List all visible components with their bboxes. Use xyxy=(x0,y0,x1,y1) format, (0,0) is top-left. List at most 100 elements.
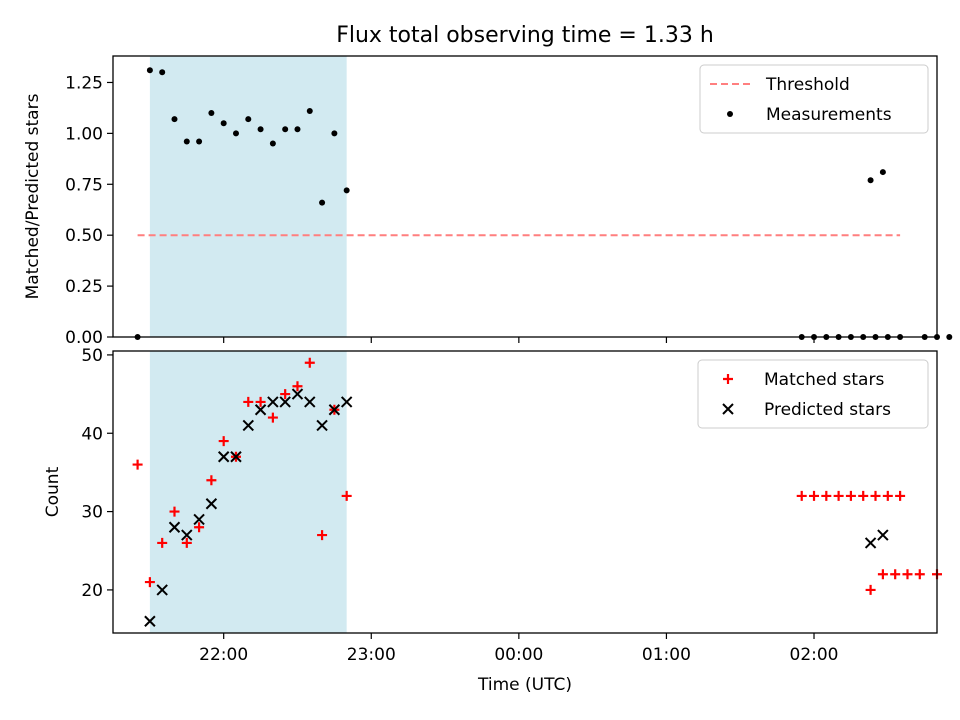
data-point xyxy=(317,530,328,541)
x-tick-label: 01:00 xyxy=(642,645,691,665)
data-point xyxy=(220,120,227,127)
data-point xyxy=(267,396,279,408)
y-tick-label: 0.50 xyxy=(65,226,103,246)
data-point xyxy=(169,506,180,517)
data-point xyxy=(867,177,874,184)
data-point xyxy=(809,490,820,501)
data-point xyxy=(291,388,304,400)
x-tick-label: 02:00 xyxy=(790,645,839,665)
data-point xyxy=(306,107,313,114)
data-point xyxy=(864,537,877,549)
panel-1: 0.00 0.25 0.50 0.75 1.00 1.25 Matched/Predicte… xyxy=(23,55,953,348)
data-point xyxy=(217,451,230,463)
data-point xyxy=(196,138,203,145)
data-point xyxy=(132,459,143,470)
observing-window-shade xyxy=(149,351,347,633)
axes-frame xyxy=(112,55,938,338)
data-point xyxy=(194,522,205,533)
y-axis-label: Count xyxy=(43,466,63,517)
data-point xyxy=(914,569,925,580)
data-point xyxy=(845,490,856,501)
y-tick-label: 40 xyxy=(81,424,103,444)
data-point xyxy=(193,513,205,526)
y-axis-label: Matched/Predicted stars xyxy=(23,93,43,299)
data-point xyxy=(181,529,193,541)
x-tick-label: 00:00 xyxy=(494,645,543,665)
data-point xyxy=(183,138,190,145)
data-point xyxy=(821,490,832,501)
data-point xyxy=(882,490,893,501)
legend-label: Predicted stars xyxy=(764,400,891,420)
legend: Threshold Measurements xyxy=(699,64,929,134)
data-point xyxy=(340,396,353,408)
data-point xyxy=(230,451,242,463)
data-point xyxy=(267,412,278,423)
x-axis-label: Time (UTC) xyxy=(477,675,572,695)
panels: 0.00 0.25 0.50 0.75 1.00 1.25 Matched/Predicte… xyxy=(23,55,953,665)
data-point xyxy=(243,396,254,407)
legend-label: Measurements xyxy=(766,105,892,125)
series-predicted-stars xyxy=(144,388,889,627)
legend-predicted-swatch xyxy=(722,403,734,415)
series-matched-stars xyxy=(132,357,942,595)
data-point xyxy=(242,419,254,432)
y-tick-label: 0.75 xyxy=(65,175,103,195)
y-tick-label: 50 xyxy=(81,346,103,366)
y-tick-label: 30 xyxy=(81,503,103,523)
data-point xyxy=(331,130,338,137)
legend-box xyxy=(699,64,929,134)
data-point xyxy=(280,389,291,400)
observing-window-shade xyxy=(149,56,347,337)
data-point xyxy=(328,404,341,416)
data-point xyxy=(144,577,155,588)
data-point xyxy=(282,126,289,133)
data-point xyxy=(255,396,266,407)
y-tick-label: 0.25 xyxy=(65,277,103,297)
data-point xyxy=(858,490,869,501)
data-point xyxy=(171,116,178,123)
axes-frame xyxy=(112,350,938,634)
y-tick-label: 20 xyxy=(81,581,103,601)
legend-measurements-swatch xyxy=(727,111,733,117)
data-point xyxy=(146,67,153,74)
data-point xyxy=(245,116,252,123)
data-point xyxy=(865,584,876,595)
data-point xyxy=(206,475,217,486)
data-point xyxy=(946,334,953,340)
x-tick-label: 23:00 xyxy=(347,645,396,665)
data-point xyxy=(168,521,181,533)
data-point xyxy=(181,537,192,548)
data-point xyxy=(833,490,844,501)
data-point xyxy=(341,490,352,501)
data-point xyxy=(232,130,239,137)
data-point xyxy=(144,615,156,627)
data-point xyxy=(156,584,168,596)
data-point xyxy=(157,537,168,548)
y-tick-label: 0.00 xyxy=(65,328,103,348)
legend-box xyxy=(697,359,929,429)
data-point xyxy=(254,404,267,416)
data-point xyxy=(208,110,215,117)
data-point xyxy=(218,436,229,447)
legend-label: Threshold xyxy=(765,75,850,95)
data-point xyxy=(319,199,326,206)
panel-2: 20 30 40 50 22:00 23:00 00:00 01:00 02:00 Count Ma… xyxy=(43,346,942,665)
data-point xyxy=(294,126,301,133)
legend: Matched stars Predicted stars xyxy=(697,359,929,429)
legend-matched-swatch xyxy=(723,374,733,384)
data-point xyxy=(279,396,291,408)
data-point xyxy=(292,381,303,392)
data-point xyxy=(890,569,901,580)
legend-label: Matched stars xyxy=(764,370,884,390)
x-tick-label: 22:00 xyxy=(199,645,248,665)
data-point xyxy=(269,140,276,147)
y-tick-label: 1.00 xyxy=(65,124,103,144)
y-tick-label: 1.25 xyxy=(65,73,103,93)
data-point xyxy=(879,169,886,176)
data-point xyxy=(870,490,881,501)
data-point xyxy=(159,69,166,76)
data-point xyxy=(316,419,328,432)
data-point xyxy=(304,396,316,408)
chart-title: Flux total observing time = 1.33 h xyxy=(336,23,714,48)
